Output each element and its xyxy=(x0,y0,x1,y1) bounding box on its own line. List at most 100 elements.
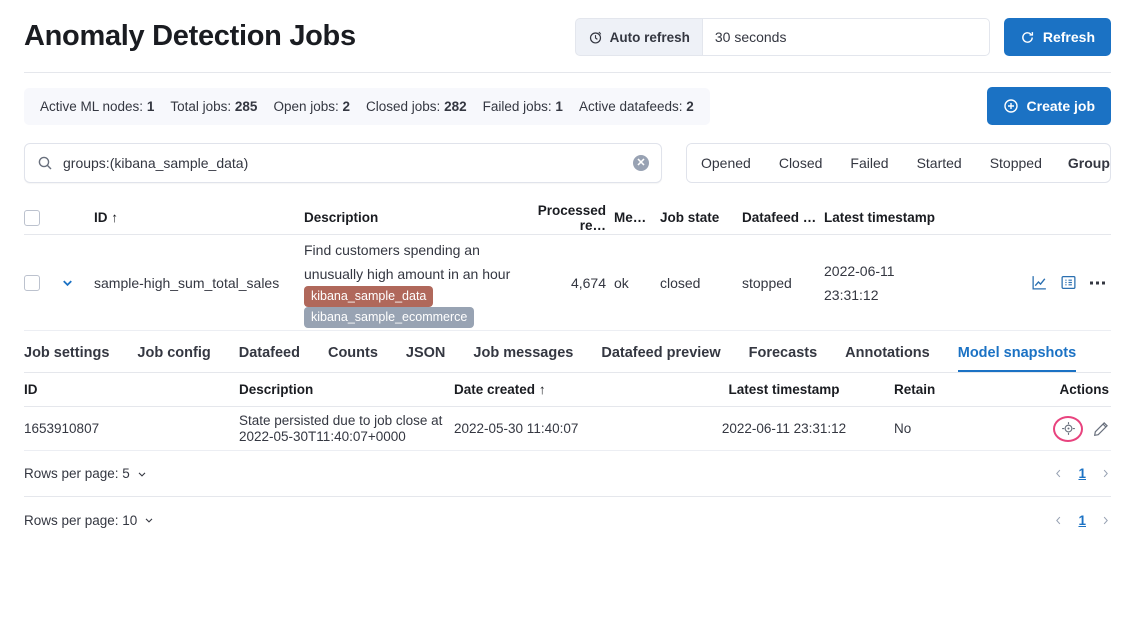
tab-job-settings[interactable]: Job settings xyxy=(24,345,110,361)
tab-model-snapshots[interactable]: Model snapshots xyxy=(958,345,1076,372)
snapshot-id-cell: 1653910807 xyxy=(24,421,100,436)
refresh-icon xyxy=(1020,30,1035,45)
tab-job-messages[interactable]: Job messages xyxy=(473,345,574,361)
sort-asc-icon: ↑ xyxy=(538,382,546,397)
stat-label: Total jobs: xyxy=(170,98,232,114)
memory-status-cell: ok xyxy=(614,274,629,291)
job-filter-group: Opened Closed Failed Started Stopped Gro… xyxy=(686,143,1111,183)
snapshot-description-cell: State persisted due to job close at 2022… xyxy=(239,413,454,445)
stat-value: 2 xyxy=(686,98,694,114)
jobs-pagination: Rows per page: 10 1 xyxy=(24,497,1111,543)
snapshots-pagination: Rows per page: 5 1 xyxy=(24,451,1111,497)
column-header-id[interactable]: ID ↑ xyxy=(94,210,304,225)
auto-refresh-button[interactable]: Auto refresh xyxy=(574,18,702,56)
page-number-1[interactable]: 1 xyxy=(1078,512,1086,528)
edit-snapshot-icon[interactable] xyxy=(1093,421,1109,437)
row-checkbox[interactable] xyxy=(24,274,40,291)
snapshot-date-created-cell: 2022-05-30 11:40:07 xyxy=(454,421,579,436)
rows-per-page-jobs[interactable]: Rows per page: 10 xyxy=(24,513,155,528)
column-header-latest-timestamp[interactable]: Latest timestamp xyxy=(824,210,936,225)
tab-datafeed[interactable]: Datafeed xyxy=(238,345,300,361)
stat-label: Open jobs: xyxy=(273,98,339,114)
tab-datafeed-preview[interactable]: Datafeed preview xyxy=(601,345,721,361)
chevron-down-icon[interactable] xyxy=(60,275,75,290)
column-header-processed-records[interactable]: Processed re… xyxy=(537,202,606,233)
annotation-highlight-ellipse xyxy=(1053,415,1083,442)
job-id-cell[interactable]: sample-high_sum_total_sales xyxy=(94,274,280,291)
rows-per-page-snapshots[interactable]: Rows per page: 5 xyxy=(24,466,148,481)
latest-timestamp-cell: 2022-06-11 23:31:12 xyxy=(824,259,962,307)
processed-records-cell: 4,674 xyxy=(570,274,606,291)
job-state-cell: closed xyxy=(660,274,701,291)
filter-failed[interactable]: Failed xyxy=(836,144,903,182)
more-actions-icon[interactable] xyxy=(1089,280,1107,286)
chevron-left-icon[interactable] xyxy=(1053,467,1064,480)
tab-counts[interactable]: Counts xyxy=(327,345,378,361)
snapshot-column-id[interactable]: ID xyxy=(24,382,38,397)
snapshot-column-date-created[interactable]: Date created ↑ xyxy=(454,382,674,397)
select-all-checkbox[interactable] xyxy=(24,209,40,226)
chevron-right-icon[interactable] xyxy=(1100,467,1111,480)
jobs-table-header: ID ↑ Description Processed re… Me… Job s… xyxy=(24,201,1111,235)
tab-json[interactable]: JSON xyxy=(405,345,446,361)
column-header-job-state[interactable]: Job state xyxy=(660,210,720,225)
refresh-button[interactable]: Refresh xyxy=(1003,18,1111,56)
create-job-label: Create job xyxy=(1026,98,1095,114)
job-group-tag-kibana-sample-ecommerce[interactable]: kibana_sample_ecommerce xyxy=(304,306,475,328)
page-number-1[interactable]: 1 xyxy=(1078,466,1086,481)
tab-annotations[interactable]: Annotations xyxy=(845,345,930,361)
filter-closed[interactable]: Closed xyxy=(764,144,837,182)
column-header-datafeed-state[interactable]: Datafeed … xyxy=(742,210,817,225)
chevron-left-icon[interactable] xyxy=(1053,514,1064,527)
stat-label: Active datafeeds: xyxy=(578,98,683,114)
snapshot-actions-cell xyxy=(1004,415,1111,442)
filter-started[interactable]: Started xyxy=(902,144,976,182)
column-label: ID xyxy=(94,210,108,225)
tab-forecasts[interactable]: Forecasts xyxy=(748,345,818,361)
auto-refresh-label: Auto refresh xyxy=(609,29,690,45)
snapshot-column-description[interactable]: Description xyxy=(239,381,314,397)
stat-value: 1 xyxy=(146,98,155,114)
chevron-right-icon[interactable] xyxy=(1100,514,1111,527)
snapshot-column-actions: Actions xyxy=(1059,382,1109,397)
refresh-button-label: Refresh xyxy=(1042,29,1095,45)
clear-x-icon[interactable]: ✕ xyxy=(633,155,649,171)
header-divider xyxy=(24,72,1111,73)
revert-snapshot-button[interactable] xyxy=(1053,415,1083,442)
snapshot-column-retain[interactable]: Retain xyxy=(894,382,936,397)
job-detail-tabs: Job settings Job config Datafeed Counts … xyxy=(24,331,1111,373)
stat-active-ml-nodes: Active ML nodes: 1 xyxy=(40,99,154,114)
datafeed-chart-icon[interactable] xyxy=(1060,274,1077,291)
refresh-interval-input[interactable]: 30 seconds xyxy=(701,18,990,56)
filter-stopped[interactable]: Stopped xyxy=(975,144,1056,182)
stat-total-jobs: Total jobs: 285 xyxy=(170,99,257,114)
column-header-description[interactable]: Description xyxy=(304,210,379,225)
group-filter-button[interactable]: Group 1 xyxy=(1056,144,1110,182)
create-job-button[interactable]: Create job xyxy=(986,87,1111,125)
chevron-down-icon xyxy=(136,468,148,480)
stat-label: Active ML nodes: xyxy=(40,98,144,114)
search-input[interactable]: groups:(kibana_sample_data) xyxy=(63,155,249,171)
row-expand-cell xyxy=(60,275,94,290)
filter-opened[interactable]: Opened xyxy=(687,144,765,182)
rows-per-page-label: Rows per page: 10 xyxy=(24,512,138,528)
job-group-tag-kibana-sample-data[interactable]: kibana_sample_data xyxy=(304,285,434,307)
snapshot-column-latest-timestamp[interactable]: Latest timestamp xyxy=(728,382,840,397)
search-filter-row: groups:(kibana_sample_data) ✕ Opened Clo… xyxy=(0,135,1135,193)
select-all-cell xyxy=(24,209,60,226)
stat-failed-jobs: Failed jobs: 1 xyxy=(483,99,563,114)
page-title: Anomaly Detection Jobs xyxy=(24,20,356,53)
auto-refresh-control: Auto refresh 30 seconds xyxy=(574,18,990,56)
table-row: 1653910807 State persisted due to job cl… xyxy=(24,407,1111,451)
chart-icon[interactable] xyxy=(1031,274,1048,291)
tab-job-config[interactable]: Job config xyxy=(137,345,211,361)
timestamp-time: 23:31:12 xyxy=(824,286,879,303)
group-filter-label: Group xyxy=(1067,155,1110,171)
ml-stats-panel: Active ML nodes: 1 Total jobs: 285 Open … xyxy=(24,87,710,125)
search-box[interactable]: groups:(kibana_sample_data) ✕ xyxy=(24,143,662,183)
snapshot-retain-cell: No xyxy=(894,421,912,436)
row-select-cell xyxy=(24,274,60,291)
column-header-memory-status[interactable]: Me… xyxy=(614,210,647,225)
stat-closed-jobs: Closed jobs: 282 xyxy=(366,99,467,114)
chevron-down-icon xyxy=(143,514,155,526)
